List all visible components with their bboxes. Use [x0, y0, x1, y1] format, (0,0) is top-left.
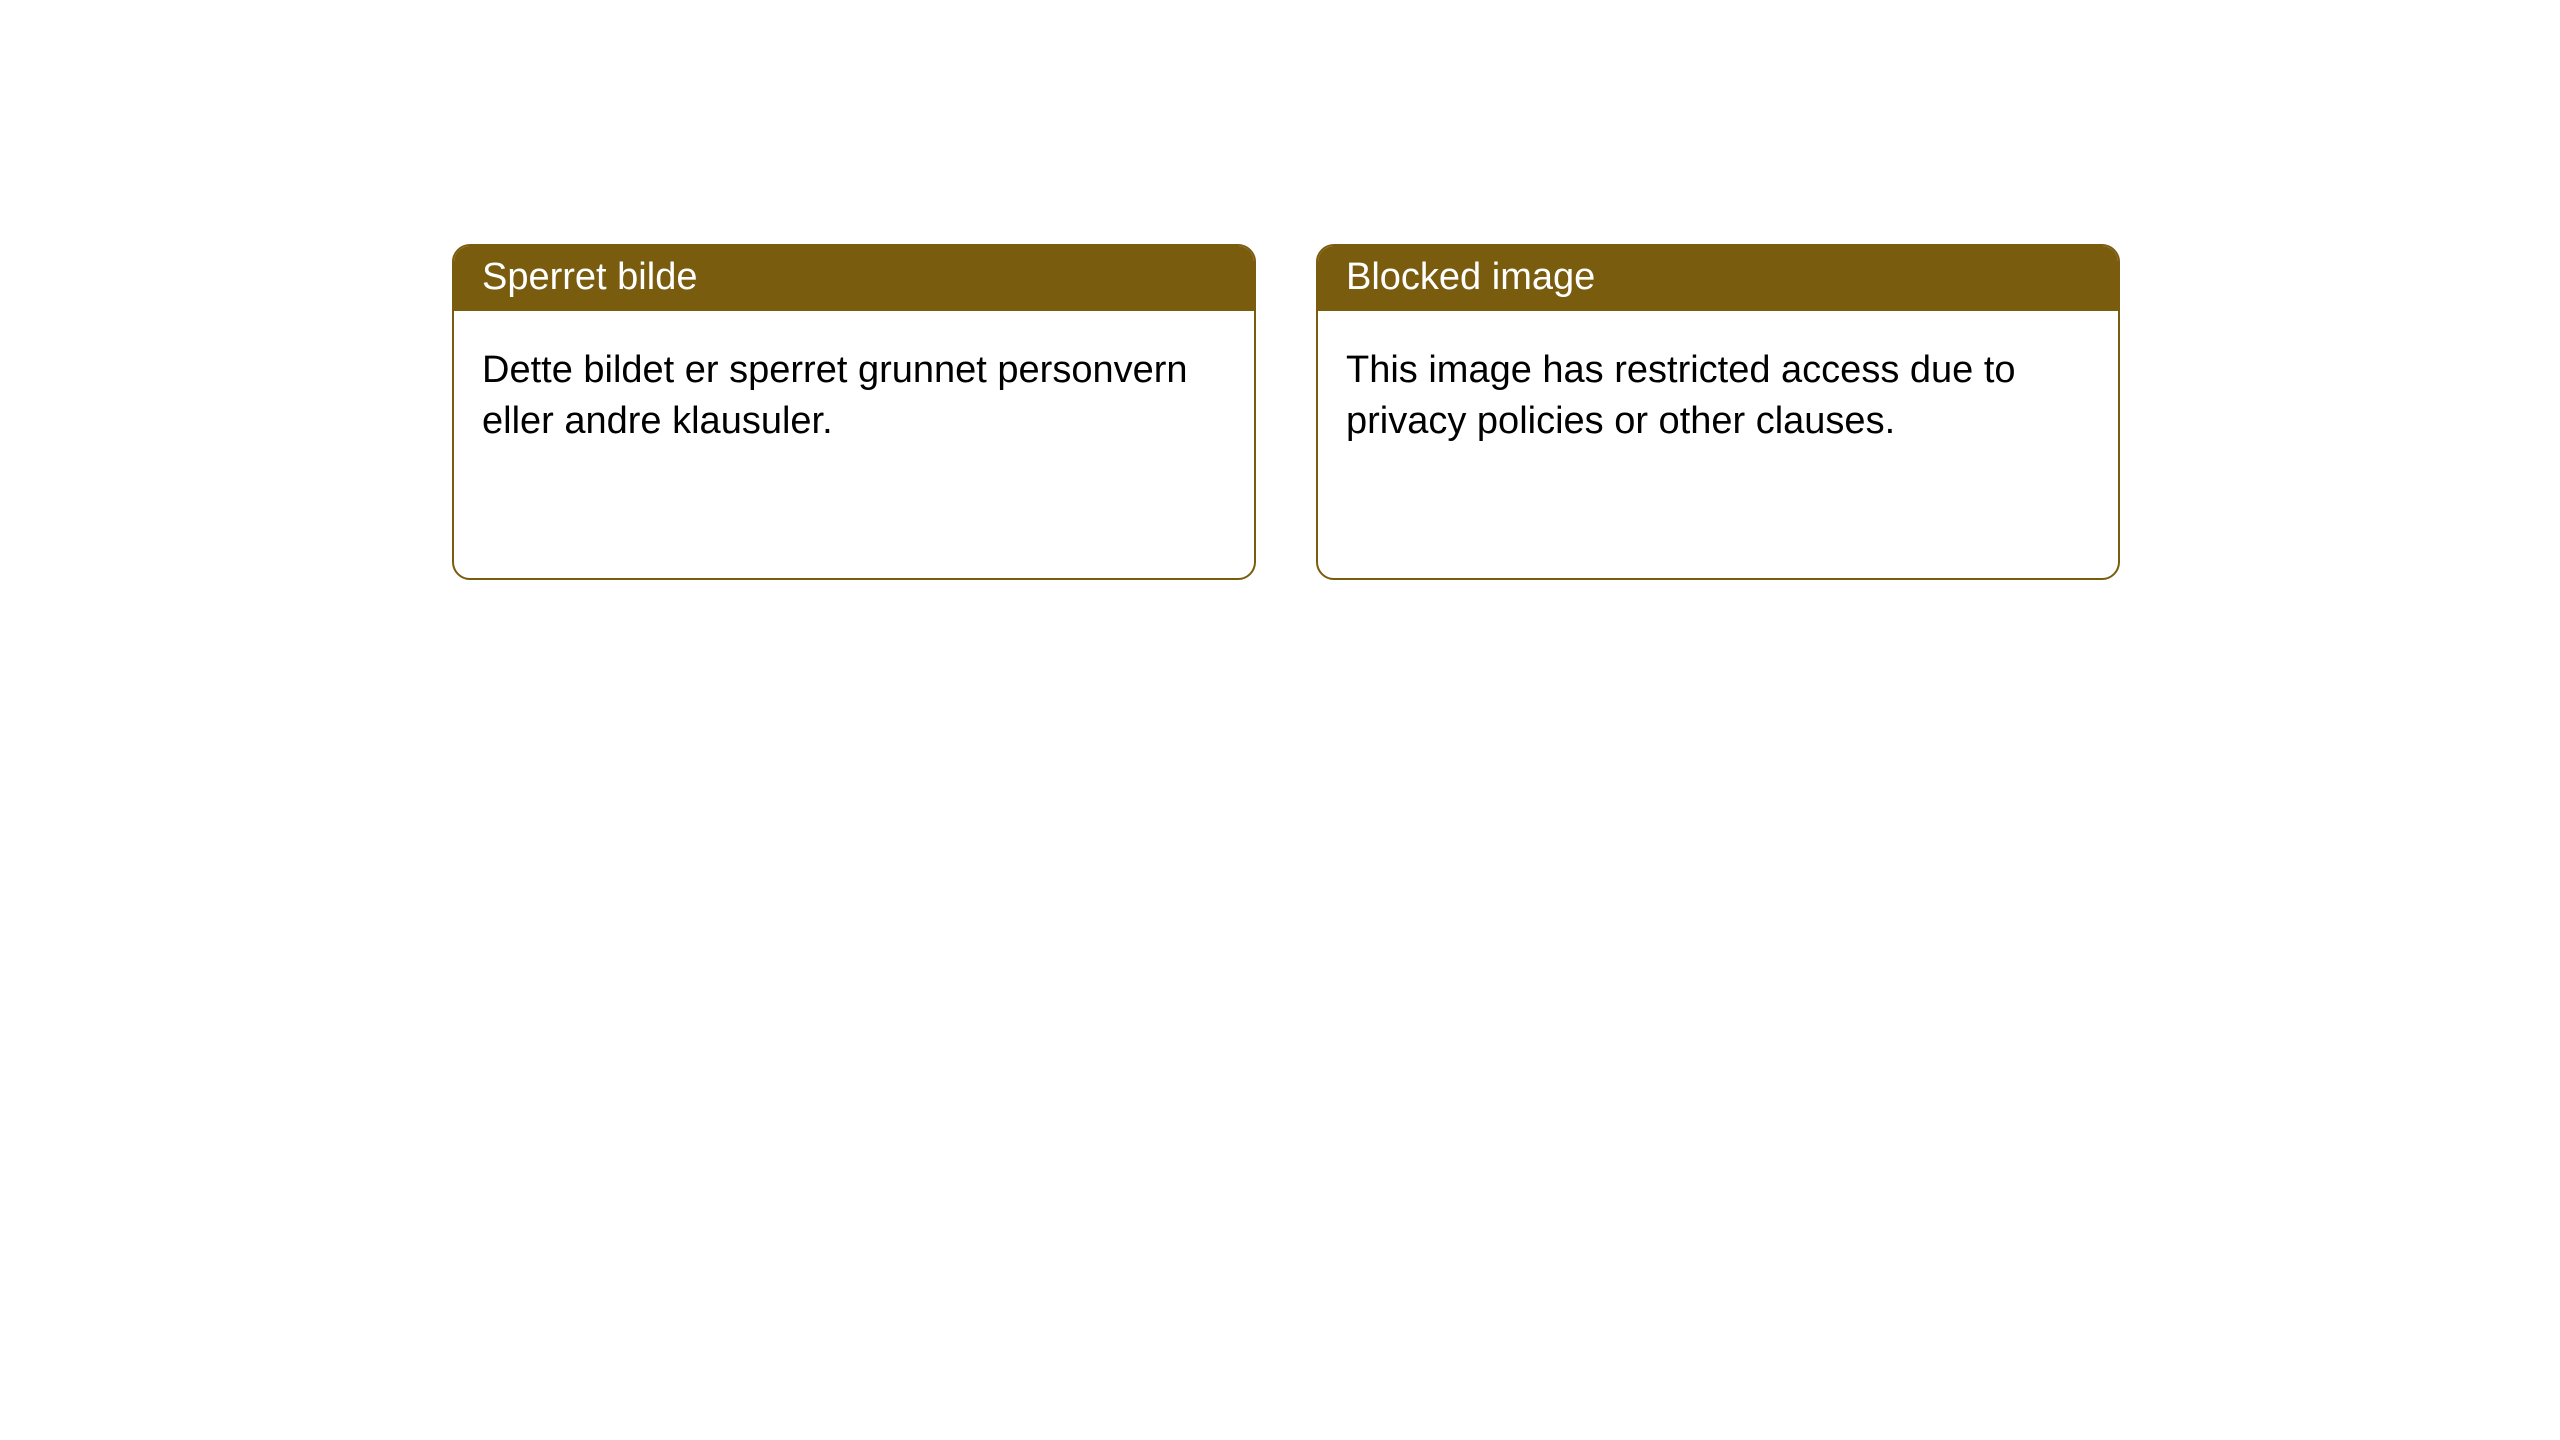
notice-container: Sperret bilde Dette bildet er sperret gr… — [0, 0, 2560, 580]
notice-body: This image has restricted access due to … — [1318, 311, 2118, 482]
notice-title: Sperret bilde — [482, 256, 697, 298]
notice-card-english: Blocked image This image has restricted … — [1316, 244, 2120, 580]
notice-card-norwegian: Sperret bilde Dette bildet er sperret gr… — [452, 244, 1256, 580]
notice-header: Sperret bilde — [454, 246, 1254, 311]
notice-text: Dette bildet er sperret grunnet personve… — [482, 349, 1188, 442]
notice-text: This image has restricted access due to … — [1346, 349, 2016, 442]
notice-title: Blocked image — [1346, 256, 1595, 298]
notice-header: Blocked image — [1318, 246, 2118, 311]
notice-body: Dette bildet er sperret grunnet personve… — [454, 311, 1254, 482]
